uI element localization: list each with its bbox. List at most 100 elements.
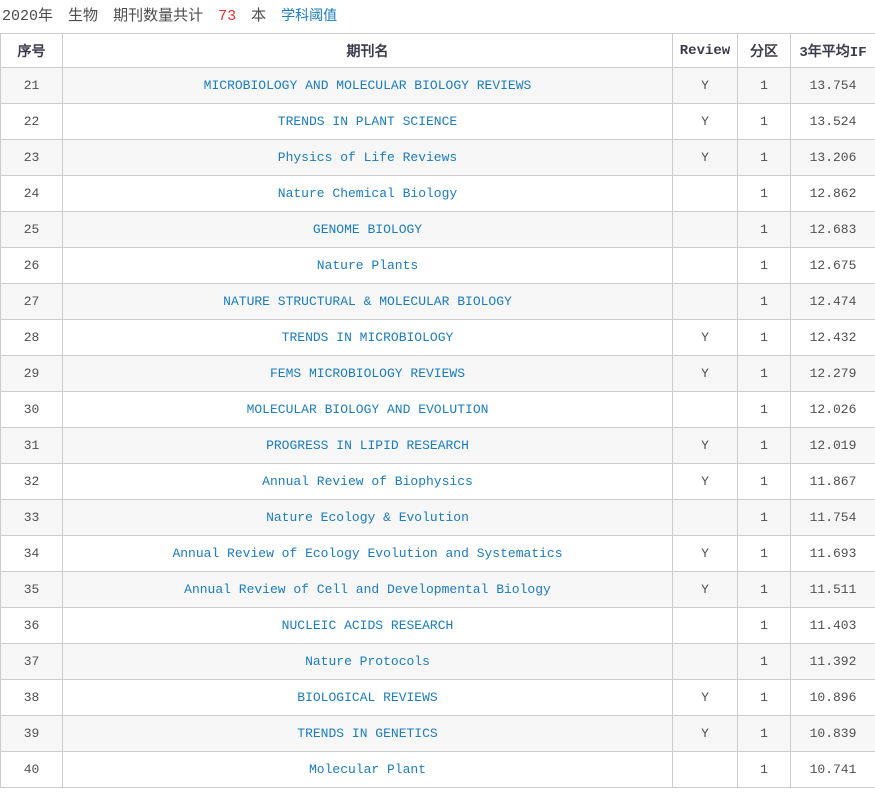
journal-name-cell: BIOLOGICAL REVIEWS <box>62 679 673 716</box>
zone-cell: 1 <box>737 355 791 392</box>
journal-name-link[interactable]: MICROBIOLOGY AND MOLECULAR BIOLOGY REVIE… <box>203 78 532 93</box>
table-row: 24 Nature Chemical Biology 1 12.862 <box>0 175 875 212</box>
subject-threshold-link[interactable]: 学科阈值 <box>281 9 338 25</box>
review-flag-cell: Y <box>672 355 738 392</box>
if-value-cell: 10.896 <box>790 679 875 716</box>
review-flag-cell: Y <box>672 535 738 572</box>
title-unit: 本 <box>251 8 267 25</box>
journal-name-cell: MICROBIOLOGY AND MOLECULAR BIOLOGY REVIE… <box>62 67 673 104</box>
if-value-cell: 13.754 <box>790 67 875 104</box>
journal-count: 73 <box>218 8 237 25</box>
row-number-cell: 35 <box>0 571 63 608</box>
zone-cell: 1 <box>737 607 791 644</box>
journal-name-link[interactable]: TRENDS IN GENETICS <box>297 726 438 741</box>
zone-cell: 1 <box>737 535 791 572</box>
journal-name-cell: TRENDS IN MICROBIOLOGY <box>62 319 673 356</box>
journal-name-link[interactable]: Annual Review of Biophysics <box>262 474 473 489</box>
journal-name-link[interactable]: NATURE STRUCTURAL & MOLECULAR BIOLOGY <box>223 294 512 309</box>
row-number-cell: 40 <box>0 751 63 788</box>
zone-cell: 1 <box>737 103 791 140</box>
journal-name-cell: FEMS MICROBIOLOGY REVIEWS <box>62 355 673 392</box>
table-row: 35 Annual Review of Cell and Developmenta… <box>0 571 875 608</box>
journal-name-link[interactable]: FEMS MICROBIOLOGY REVIEWS <box>269 366 466 381</box>
page-title: 2020年 生物 期刊数量共计 73 本 学科阈值 <box>0 0 875 33</box>
table-row: 26 Nature Plants 1 12.675 <box>0 247 875 284</box>
if-value-cell: 11.754 <box>790 499 875 536</box>
journal-name-link[interactable]: Nature Chemical Biology <box>277 186 458 201</box>
journal-name-cell: Nature Plants <box>62 247 673 284</box>
journal-name-link[interactable]: NUCLEIC ACIDS RESEARCH <box>281 618 454 633</box>
if-value-cell: 12.019 <box>790 427 875 464</box>
journal-name-link[interactable]: TRENDS IN PLANT SCIENCE <box>277 114 458 129</box>
journal-name-link[interactable]: Physics of Life Reviews <box>277 150 458 165</box>
zone-cell: 1 <box>737 391 791 428</box>
if-value-cell: 11.403 <box>790 607 875 644</box>
row-number-cell: 32 <box>0 463 63 500</box>
table-row: 32 Annual Review of Biophysics Y 1 11.867 <box>0 463 875 500</box>
journal-name-cell: NATURE STRUCTURAL & MOLECULAR BIOLOGY <box>62 283 673 320</box>
journal-name-link[interactable]: PROGRESS IN LIPID RESEARCH <box>266 438 469 453</box>
review-flag-cell <box>672 643 738 680</box>
row-number-cell: 24 <box>0 175 63 212</box>
journal-name-cell: GENOME BIOLOGY <box>62 211 673 248</box>
journal-name-link[interactable]: MOLECULAR BIOLOGY AND EVOLUTION <box>246 402 489 417</box>
table-header: 序号 期刊名 Review 分区 3年平均IF <box>0 33 875 68</box>
review-flag-cell <box>672 283 738 320</box>
table-row: 21 MICROBIOLOGY AND MOLECULAR BIOLOGY REV… <box>0 67 875 104</box>
journal-name-cell: Nature Protocols <box>62 643 673 680</box>
journal-name-cell: TRENDS IN PLANT SCIENCE <box>62 103 673 140</box>
row-number-cell: 31 <box>0 427 63 464</box>
if-value-cell: 11.867 <box>790 463 875 500</box>
if-value-cell: 12.862 <box>790 175 875 212</box>
table-row: 31 PROGRESS IN LIPID RESEARCH Y 1 12.019 <box>0 427 875 464</box>
review-flag-cell: Y <box>672 679 738 716</box>
row-number-cell: 34 <box>0 535 63 572</box>
if-value-cell: 12.675 <box>790 247 875 284</box>
journal-name-link[interactable]: TRENDS IN MICROBIOLOGY <box>281 330 454 345</box>
journal-ranking-page: 2020年 生物 期刊数量共计 73 本 学科阈值 序号 期刊名 Review … <box>0 0 875 788</box>
journal-name-link[interactable]: Annual Review of Cell and Developmental … <box>184 582 551 597</box>
review-flag-cell <box>672 391 738 428</box>
row-number-cell: 36 <box>0 607 63 644</box>
row-number-cell: 23 <box>0 139 63 176</box>
table-row: 39 TRENDS IN GENETICS Y 1 10.839 <box>0 715 875 752</box>
journal-name-link[interactable]: Nature Protocols <box>305 654 430 669</box>
journal-name-link[interactable]: Nature Plants <box>316 258 419 273</box>
if-value-cell: 12.683 <box>790 211 875 248</box>
if-value-cell: 12.432 <box>790 319 875 356</box>
table-row: 28 TRENDS IN MICROBIOLOGY Y 1 12.432 <box>0 319 875 356</box>
journal-name-link[interactable]: Molecular Plant <box>308 762 427 777</box>
row-number-cell: 33 <box>0 499 63 536</box>
review-flag-cell <box>672 247 738 284</box>
if-value-cell: 11.392 <box>790 643 875 680</box>
journal-table-body: 21 MICROBIOLOGY AND MOLECULAR BIOLOGY REV… <box>0 67 875 788</box>
zone-cell: 1 <box>737 715 791 752</box>
title-count-label: 期刊数量共计 <box>113 8 204 25</box>
journal-name-cell: NUCLEIC ACIDS RESEARCH <box>62 607 673 644</box>
column-header-review: Review <box>672 33 738 68</box>
row-number-cell: 22 <box>0 103 63 140</box>
journal-name-cell: TRENDS IN GENETICS <box>62 715 673 752</box>
row-number-cell: 27 <box>0 283 63 320</box>
journal-name-link[interactable]: Annual Review of Ecology Evolution and S… <box>172 546 563 561</box>
journal-name-link[interactable]: Nature Ecology & Evolution <box>266 510 469 525</box>
column-header-journal-name: 期刊名 <box>62 33 673 68</box>
zone-cell: 1 <box>737 319 791 356</box>
journal-name-link[interactable]: BIOLOGICAL REVIEWS <box>297 690 438 705</box>
if-value-cell: 12.026 <box>790 391 875 428</box>
journal-name-cell: MOLECULAR BIOLOGY AND EVOLUTION <box>62 391 673 428</box>
review-flag-cell: Y <box>672 463 738 500</box>
zone-cell: 1 <box>737 67 791 104</box>
if-value-cell: 13.206 <box>790 139 875 176</box>
table-header-row: 序号 期刊名 Review 分区 3年平均IF <box>0 33 875 68</box>
review-flag-cell <box>672 211 738 248</box>
row-number-cell: 28 <box>0 319 63 356</box>
table-row: 38 BIOLOGICAL REVIEWS Y 1 10.896 <box>0 679 875 716</box>
zone-cell: 1 <box>737 571 791 608</box>
if-value-cell: 10.839 <box>790 715 875 752</box>
journal-name-link[interactable]: GENOME BIOLOGY <box>312 222 423 237</box>
title-year: 2020年 <box>2 8 54 25</box>
review-flag-cell <box>672 499 738 536</box>
journal-name-cell: Physics of Life Reviews <box>62 139 673 176</box>
column-header-if: 3年平均IF <box>790 33 875 68</box>
